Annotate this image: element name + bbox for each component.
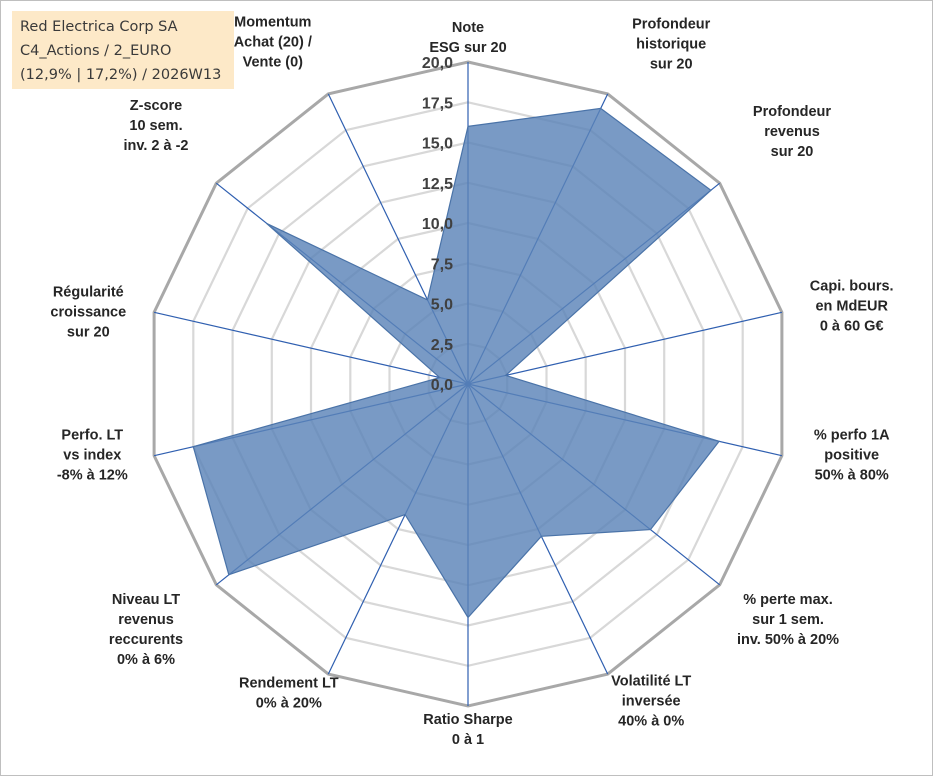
tick-label: 12,5 [422, 176, 453, 193]
tick-label: 2,5 [431, 337, 453, 354]
axis-label: Ratio Sharpe 0 à 1 [423, 712, 512, 748]
tick-label: 20,0 [422, 55, 453, 72]
data-series-area [192, 107, 721, 619]
axis-label: Perfo. LT vs index -8% à 12% [57, 427, 128, 483]
axis-label: % perfo 1A positive 50% à 80% [814, 427, 890, 483]
info-box: Red Electrica Corp SA C4_Actions / 2_EUR… [12, 11, 234, 89]
stats-label: (12,9% | 17,2%) / 2026W13 [20, 67, 222, 83]
axis-spoke [153, 311, 469, 385]
axis-label: Niveau LT revenus reccurents 0% à 6% [109, 592, 183, 668]
tick-label: 17,5 [422, 95, 453, 112]
axis-spoke [467, 311, 783, 385]
axis-label: Volatilité LT inversée 40% à 0% [611, 673, 691, 729]
axis-label: Régularité croissance sur 20 [50, 285, 126, 341]
axis-label: Capi. bours. en MdEUR 0 à 60 G€ [810, 279, 894, 335]
tick-label: 15,0 [422, 136, 453, 153]
axis-label: Momentum Achat (20) / Vente (0) [234, 15, 312, 71]
axis-label: Profondeur historique sur 20 [632, 17, 710, 73]
axis-label: Profondeur revenus sur 20 [753, 104, 831, 160]
tick-label: 5,0 [431, 297, 453, 314]
radial-tick-labels: 0,0 2,5 5,0 7,5 10,0 12,5 15,0 17,5 20,0 [422, 55, 453, 394]
radar-series [192, 107, 721, 619]
axis-label: Z-score 10 sem. inv. 2 à -2 [123, 98, 188, 154]
company-name: Red Electrica Corp SA [20, 19, 178, 35]
axis-labels: Note ESG sur 20 Profondeur historique sur 20… [50, 15, 893, 748]
category-label: C4_Actions / 2_EURO [20, 43, 172, 59]
axis-label: Note ESG sur 20 [429, 20, 506, 56]
axis-label: % perte max. sur 1 sem. inv. 50% à 20% [737, 592, 839, 648]
tick-label: 7,5 [431, 256, 453, 273]
tick-label: 10,0 [422, 216, 453, 233]
tick-label: 0,0 [431, 377, 453, 394]
axis-label: Rendement LT 0% à 20% [239, 675, 339, 711]
